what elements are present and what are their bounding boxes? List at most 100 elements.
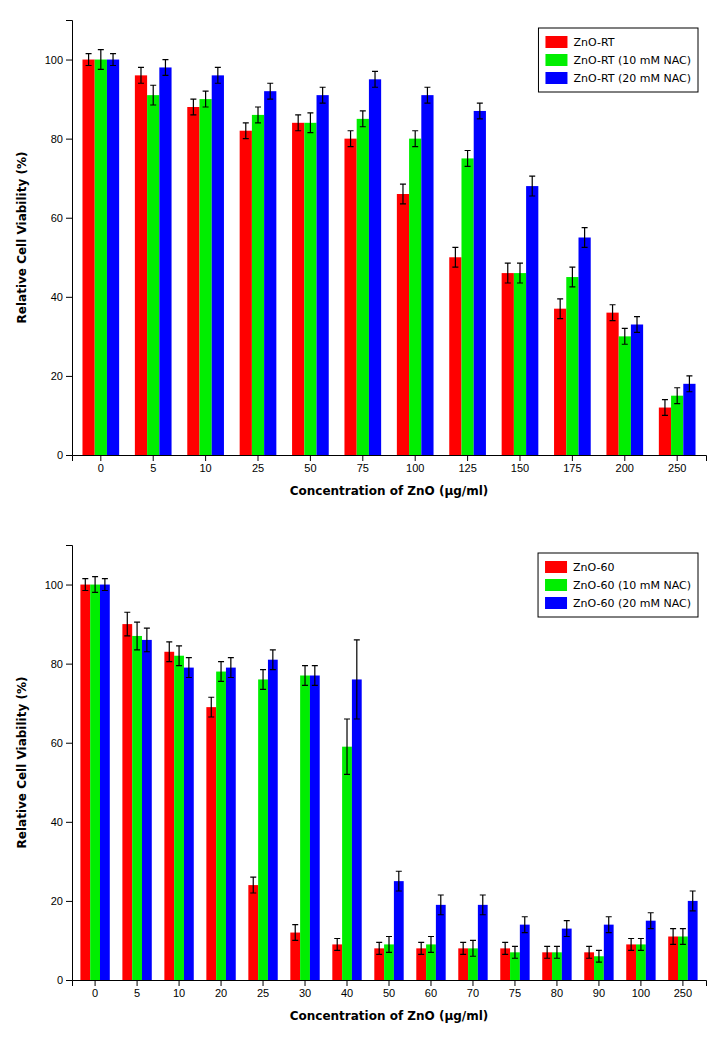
bar [474, 111, 486, 455]
x-tick: 250 [668, 455, 686, 474]
error-bar [134, 622, 140, 650]
bar [258, 679, 268, 980]
legend-swatch [545, 72, 567, 84]
error-bar [218, 662, 224, 682]
x-tick-mark [472, 980, 473, 986]
y-axis: 020406080100 [45, 21, 73, 462]
error-bar [110, 54, 116, 66]
error-bar [82, 579, 88, 591]
x-tick: 70 [467, 980, 479, 999]
x-tick-label: 10 [173, 987, 185, 999]
legend: ZnO-RT ZnO-RT (10 mM NAC) ZnO-RT (20 mM NA… [538, 28, 698, 92]
x-axis-title: Concentration of ZnO (μg/ml) [290, 1009, 489, 1023]
x-axis-line [73, 981, 707, 987]
error-bar [295, 115, 301, 131]
error-bar [662, 400, 668, 416]
x-tick: 5 [150, 455, 156, 474]
bar [80, 585, 90, 980]
x-tick-label: 25 [252, 462, 264, 474]
bar [342, 747, 352, 980]
x-tick: 75 [357, 455, 369, 474]
y-tick-mark [66, 139, 72, 140]
bar [671, 396, 683, 455]
bar [184, 668, 194, 980]
error-bar [267, 83, 273, 99]
bar [187, 107, 199, 455]
x-tick-mark [310, 455, 311, 461]
bar [344, 139, 356, 455]
bar [292, 123, 304, 455]
y-tick: 80 [51, 133, 72, 145]
x-tick-mark [205, 455, 206, 461]
legend-label: ZnO-60 (20 mM NAC) [573, 597, 691, 610]
x-axis: 051020253040506070758090100250 [73, 980, 707, 999]
error-bar [634, 317, 640, 333]
error-bar [686, 376, 692, 392]
error-bar [628, 938, 634, 950]
x-tick-mark [430, 980, 431, 986]
error-bar [582, 228, 588, 248]
error-bar [470, 940, 476, 956]
legend-item: ZnO-RT [545, 36, 614, 49]
x-tick-mark [682, 980, 683, 986]
error-bar [396, 871, 402, 891]
bar [619, 336, 631, 455]
y-tick-label: 40 [51, 291, 63, 303]
x-tick: 50 [383, 980, 395, 999]
x-tick: 100 [406, 455, 424, 474]
bar [394, 881, 404, 980]
y-tick: 100 [45, 579, 72, 591]
x-tick-label: 90 [593, 987, 605, 999]
error-bar [557, 299, 563, 319]
series [107, 54, 696, 455]
bar [683, 384, 695, 455]
error-bar [544, 946, 550, 958]
y-tick-label: 0 [57, 449, 63, 461]
bar [212, 75, 224, 455]
bar [206, 707, 216, 980]
bar [317, 95, 329, 455]
y-tick-mark [66, 455, 72, 456]
x-tick-label: 200 [616, 462, 634, 474]
x-tick-mark [221, 980, 222, 986]
x-tick: 5 [134, 980, 140, 999]
x-axis: 0510255075100125150175200250 [73, 455, 707, 474]
error-bar [622, 328, 628, 344]
error-bar [354, 640, 360, 719]
error-bar [243, 123, 249, 139]
x-tick-mark [677, 455, 678, 461]
x-tick-label: 100 [406, 462, 424, 474]
bar [248, 885, 258, 980]
error-bar [302, 666, 308, 686]
series [100, 579, 698, 980]
error-bar [162, 60, 168, 76]
legend-label: ZnO-RT (20 mM NAC) [573, 72, 691, 85]
error-bar [690, 891, 696, 911]
error-bar [86, 54, 92, 66]
error-bar [92, 577, 98, 593]
legend-label: ZnO-60 (10 mM NAC) [573, 579, 691, 592]
legend-item: ZnO-60 (10 mM NAC) [545, 579, 691, 592]
panel: 0204060801000510255075100125150175200250… [15, 21, 707, 499]
x-tick-mark [415, 455, 416, 461]
error-bar [596, 950, 602, 962]
x-tick: 10 [199, 455, 211, 474]
bar [514, 273, 526, 455]
x-tick-label: 40 [341, 987, 353, 999]
y-tick: 20 [51, 895, 72, 907]
x-tick-label: 50 [383, 987, 395, 999]
legend-swatch [545, 54, 567, 66]
bar [122, 624, 132, 980]
legend-swatch [545, 36, 567, 48]
y-axis-title: Relative Cell Viability (%) [15, 152, 29, 324]
x-tick-mark [624, 455, 625, 461]
y-tick-label: 100 [45, 579, 63, 591]
error-bar [208, 697, 214, 717]
error-bar [292, 925, 298, 941]
error-bar [412, 131, 418, 147]
bar [216, 672, 226, 980]
error-bar [648, 913, 654, 929]
legend-item: ZnO-RT (10 mM NAC) [545, 54, 691, 67]
x-tick: 0 [92, 980, 98, 999]
y-tick-label: 80 [51, 658, 63, 670]
